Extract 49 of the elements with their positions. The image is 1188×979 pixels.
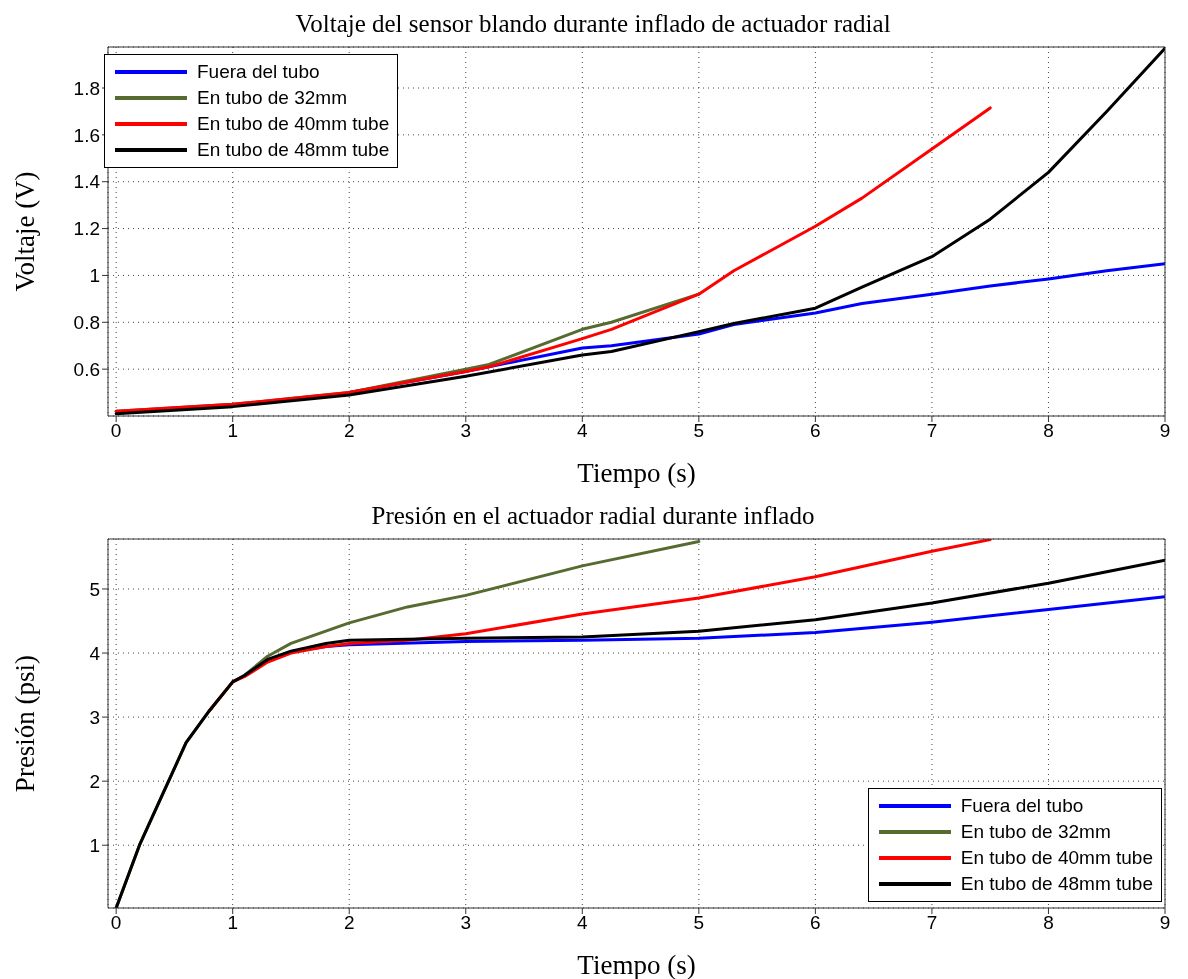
x-tick-label: 9	[1159, 420, 1171, 442]
chart-title: Presión en el actuador radial durante inflado	[370, 501, 816, 531]
y-tick-label: 1.2	[73, 218, 100, 240]
y-tick-label: 1.8	[73, 77, 100, 99]
y-tick-label: 3	[89, 706, 100, 728]
x-tick-label: 9	[1159, 912, 1171, 934]
x-tick-label: 2	[343, 912, 355, 934]
line-series	[114, 47, 1165, 416]
legend-label: Fuera del tubo	[197, 61, 320, 83]
x-axis-title: Tiempo (s)	[577, 950, 696, 979]
legend-label: Fuera del tubo	[960, 795, 1084, 817]
x-tick-label: 1	[227, 420, 238, 442]
x-tick-label: 0	[110, 420, 122, 442]
x-tick-label: 8	[1043, 420, 1054, 442]
legend-label: En tubo de 32mm	[197, 87, 347, 109]
y-tick-label: 1	[89, 834, 100, 856]
x-tick-label: 4	[577, 420, 589, 442]
x-tick-label: 6	[810, 420, 821, 442]
y-tick-label: 5	[89, 578, 100, 600]
legend-label: En tubo de 32mm	[960, 821, 1111, 843]
y-tick-label: 0.8	[73, 312, 100, 334]
y-tick-label: 1.6	[73, 124, 100, 146]
x-tick-label: 8	[1043, 912, 1054, 934]
legend-label: En tubo de 48mm tube	[960, 873, 1153, 895]
x-tick-label: 7	[926, 420, 938, 442]
line-series	[114, 106, 992, 413]
x-tick-label: 3	[460, 912, 472, 934]
x-tick-label: 7	[926, 912, 938, 934]
legend-label: En tubo de 40mm tube	[197, 113, 390, 135]
y-axis-title: Presión (psi)	[9, 654, 40, 793]
y-tick-label: 1.4	[73, 171, 101, 193]
x-tick-label: 4	[577, 912, 589, 934]
y-tick-label: 1	[89, 265, 100, 287]
x-axis-title: Tiempo (s)	[577, 458, 696, 488]
legend-label: En tubo de 40mm tube	[960, 847, 1153, 869]
y-tick-label: 4	[89, 642, 101, 664]
x-tick-label: 2	[343, 420, 355, 442]
x-tick-label: 1	[227, 912, 238, 934]
x-tick-label: 6	[810, 912, 821, 934]
x-tick-label: 5	[693, 420, 705, 442]
line-series	[114, 558, 1165, 908]
x-tick-label: 5	[693, 912, 705, 934]
y-axis-title: Voltaje (V)	[9, 171, 40, 292]
chart-title: Voltaje del sensor blando durante inflado de actuador radial	[294, 9, 892, 39]
y-tick-label: 0.6	[73, 358, 100, 380]
legend-label: En tubo de 48mm tube	[197, 139, 390, 161]
x-tick-label: 0	[110, 912, 122, 934]
y-tick-label: 2	[89, 770, 100, 792]
x-tick-label: 3	[460, 420, 472, 442]
